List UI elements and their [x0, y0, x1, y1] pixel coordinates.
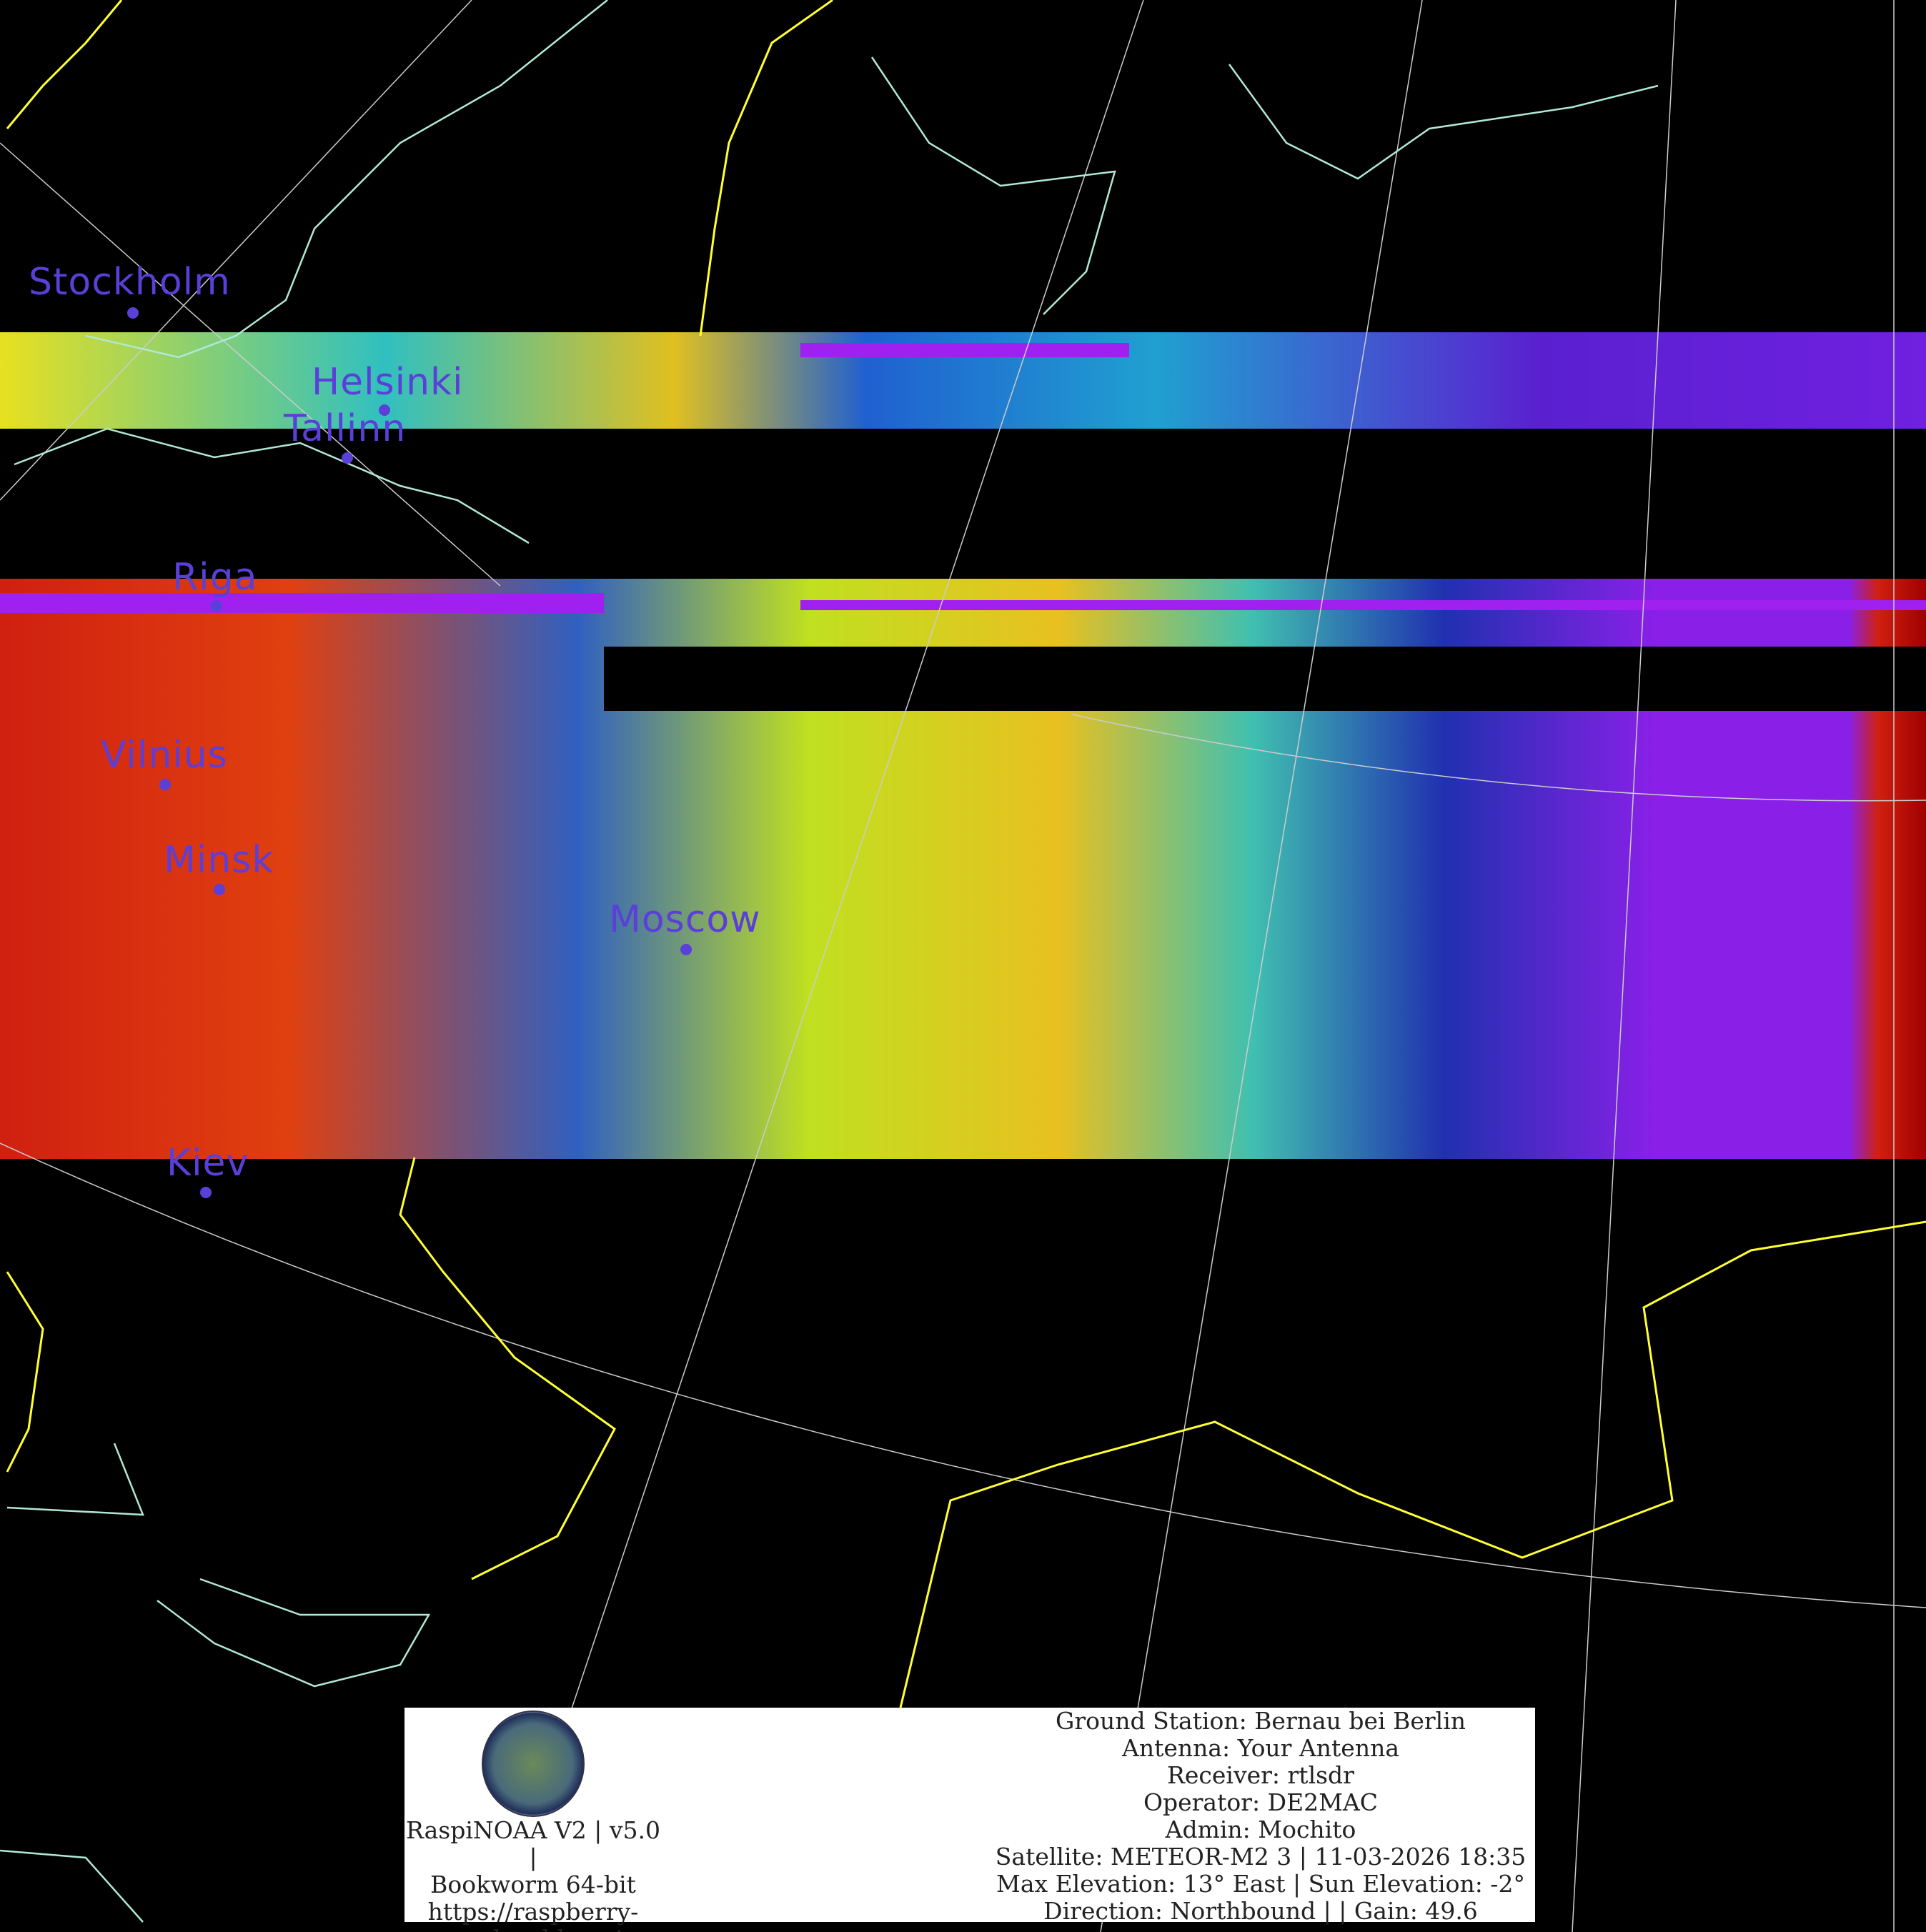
direction-gain: Direction: Northbound | | Gain: 49.6 [1043, 1897, 1478, 1925]
software-line: RaspiNOAA V2 | v5.0 | [405, 1816, 661, 1871]
ground-station: Ground Station: Bernau bei Berlin [1055, 1707, 1466, 1735]
city-dot-vilnius [159, 779, 171, 790]
signal-dropout [604, 647, 1926, 711]
antenna: Antenna: Your Antenna [1121, 1734, 1400, 1762]
city-dot-helsinki [379, 404, 390, 416]
city-label-helsinki: Helsinki [312, 361, 464, 404]
city-label-kiev: Kiev [167, 1142, 249, 1185]
city-label-riga: Riga [172, 556, 258, 599]
city-dot-tallinn [342, 452, 353, 464]
coastlines [0, 0, 1659, 1923]
url-line-1: https://raspberry- [427, 1898, 639, 1926]
city-dot-minsk [214, 884, 225, 895]
satellite: Satellite: METEOR-M2 3 | 11-03-2026 18:3… [995, 1843, 1527, 1871]
borders [6, 0, 1926, 1708]
elevation: Max Elevation: 13° East | Sun Elevation:… [996, 1870, 1525, 1898]
software-info: RaspiNOAA V2 | v5.0 | Bookworm 64-bit ht… [404, 1708, 662, 1932]
operator: Operator: DE2MAC [1143, 1788, 1379, 1816]
pass-info: Ground Station: Bernau bei Berlin Antenn… [989, 1708, 1532, 1925]
city-label-moscow: Moscow [609, 898, 761, 941]
os-line: Bookworm 64-bit [430, 1871, 636, 1898]
raspinoaa-logo [482, 1711, 585, 1817]
admin: Admin: Mochito [1165, 1816, 1356, 1843]
city-dot-stockholm [127, 307, 139, 319]
city-dot-riga [211, 600, 222, 612]
city-dot-kiev [200, 1187, 212, 1198]
city-dot-moscow [680, 944, 692, 955]
info-panel: RaspiNOAA V2 | v5.0 | Bookworm 64-bit ht… [404, 1708, 1535, 1932]
city-label-tallinn: Tallinn [284, 407, 407, 450]
city-label-stockholm: Stockholm [29, 261, 231, 304]
city-label-vilnius: Vilnius [101, 734, 228, 777]
url-line-2: noaa.localdomain [404, 1926, 662, 1932]
city-label-minsk: Minsk [164, 839, 274, 882]
receiver: Receiver: rtlsdr [1167, 1761, 1354, 1789]
